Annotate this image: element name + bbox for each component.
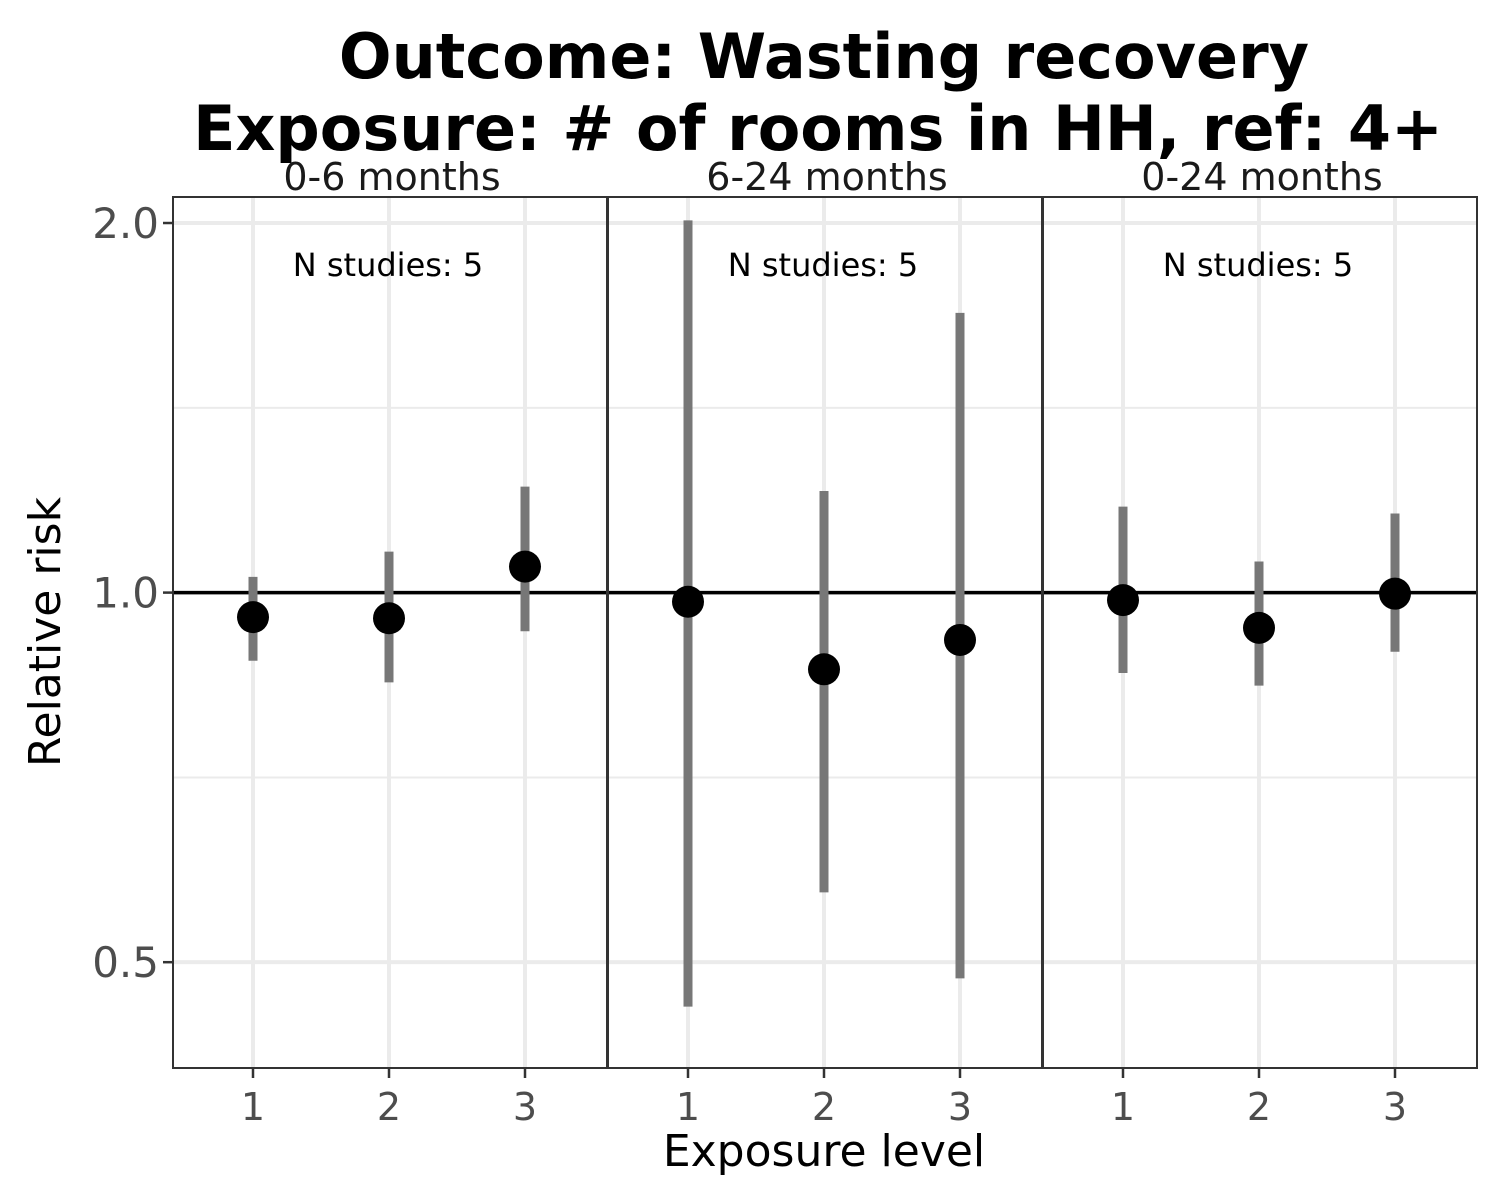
facet-strip-label: 6-24 months bbox=[706, 155, 947, 199]
estimate-point bbox=[509, 550, 541, 583]
estimate-point bbox=[1379, 577, 1411, 610]
n-studies-annotation: N studies: 5 bbox=[1163, 246, 1353, 284]
x-tick-label: 2 bbox=[1247, 1085, 1271, 1129]
chart-title-line2: Exposure: # of rooms in HH, ref: 4+ bbox=[193, 92, 1443, 165]
x-tick-label: 2 bbox=[377, 1085, 401, 1129]
x-tick-label: 2 bbox=[812, 1085, 836, 1129]
x-tick-label: 3 bbox=[513, 1085, 537, 1129]
x-tick-label: 1 bbox=[1111, 1085, 1135, 1129]
facet-panels: N studies: 5 0-6 months 1 2 3 N studies: 5 6-2… bbox=[172, 155, 1478, 1129]
estimate-point bbox=[1243, 611, 1275, 644]
n-studies-annotation: N studies: 5 bbox=[293, 246, 483, 284]
estimate-point bbox=[944, 623, 976, 656]
y-axis: 0.5 1.0 2.0 bbox=[92, 199, 173, 987]
facet-panel: N studies: 5 0-24 months 1 2 3 bbox=[1042, 155, 1478, 1129]
facet-panel: N studies: 5 0-6 months 1 2 3 bbox=[172, 155, 608, 1129]
estimate-point bbox=[1107, 584, 1139, 617]
x-axis-label: Exposure level bbox=[663, 1126, 985, 1177]
chart-title-line1: Outcome: Wasting recovery bbox=[339, 20, 1309, 93]
estimate-point bbox=[672, 585, 704, 618]
x-tick-label: 3 bbox=[1383, 1085, 1407, 1129]
y-axis-label: Relative risk bbox=[20, 496, 71, 767]
y-tick-label: 2.0 bbox=[92, 199, 159, 248]
facet-strip-label: 0-24 months bbox=[1141, 155, 1382, 199]
n-studies-annotation: N studies: 5 bbox=[728, 246, 918, 284]
x-tick-label: 1 bbox=[676, 1085, 700, 1129]
x-tick-label: 1 bbox=[241, 1085, 265, 1129]
y-tick-label: 1.0 bbox=[92, 569, 159, 618]
facet-strip-label: 0-6 months bbox=[283, 155, 500, 199]
estimate-point bbox=[373, 602, 405, 635]
x-tick-label: 3 bbox=[948, 1085, 972, 1129]
facet-panel: N studies: 5 6-24 months 1 2 3 bbox=[607, 155, 1043, 1129]
estimate-point bbox=[237, 601, 269, 634]
y-tick-label: 0.5 bbox=[92, 938, 159, 987]
estimate-point bbox=[808, 653, 840, 686]
